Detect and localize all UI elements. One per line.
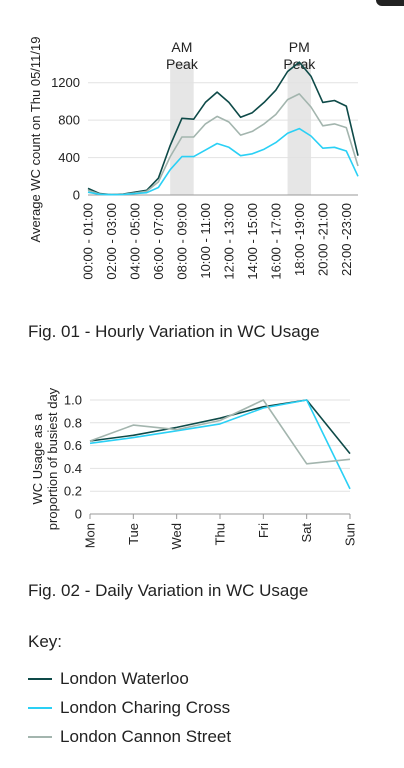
x-tick-label: Fri <box>256 523 271 538</box>
x-tick-label: Thu <box>213 523 228 545</box>
legend-item-charing-cross: London Charing Cross <box>28 693 231 722</box>
y-tick-label: 1200 <box>51 75 80 90</box>
y-tick-label: 0.4 <box>64 461 82 476</box>
y-tick-label: 400 <box>58 150 80 165</box>
x-tick-label: Wed <box>169 523 184 550</box>
x-tick-label: 12:00 - 13:00 <box>221 203 236 280</box>
legend-swatch <box>28 706 52 709</box>
y-tick-label: 1.0 <box>64 393 82 408</box>
series-line-london-charing-cross <box>87 127 359 196</box>
series-line-london-waterloo <box>87 61 359 196</box>
y-tick-label: 800 <box>58 113 80 128</box>
key-title: Key: <box>28 632 63 651</box>
x-tick-label: 16:00 - 17:00 <box>268 203 283 280</box>
x-tick-label: Sat <box>299 523 314 543</box>
daily-usage-chart: 0 0.2 0.4 0.6 0.8 1.0 Mon Tue Wed Thu Fri Sat Sun WC … <box>30 387 358 550</box>
x-tick-label: Sun <box>343 523 358 546</box>
series-line-london-cannon-street <box>89 399 351 465</box>
window-corner-mark <box>376 0 404 6</box>
y-axis-title: Average WC count on Thu 05/11/19 <box>28 37 43 243</box>
x-tick-label: Tue <box>126 523 141 545</box>
legend-label: London Waterloo <box>60 668 189 688</box>
x-tick-label: 14:00 - 15:00 <box>245 203 260 280</box>
peak-label: PM <box>289 39 310 55</box>
x-tick-label: 18:00 -19:00 <box>292 203 307 276</box>
x-tick-label: 02:00 - 03:00 <box>104 203 119 280</box>
x-tick-label: 04:00 - 05:00 <box>127 203 142 280</box>
legend-item-cannon-street: London Cannon Street <box>28 722 231 751</box>
legend-swatch <box>28 735 52 738</box>
fig1-caption: Fig. 01 - Hourly Variation in WC Usage <box>28 322 320 341</box>
series-line-london-charing-cross <box>89 399 351 490</box>
legend-label: London Charing Cross <box>60 697 231 717</box>
x-tick-label: 00:00 - 01:00 <box>81 203 96 280</box>
x-tick-label: 20:00 -21:00 <box>315 203 330 276</box>
y-tick-label: 0 <box>75 507 82 522</box>
x-tick-label: 08:00 - 09:00 <box>174 203 189 280</box>
series-line-london-cannon-street <box>87 93 359 196</box>
x-tick-label: 10:00 - 11:00 <box>198 203 213 279</box>
legend: London Waterloo London Charing Cross Lon… <box>28 664 231 751</box>
y-tick-label: 0 <box>73 188 80 203</box>
y-tick-label: 0.6 <box>64 438 82 453</box>
peak-band <box>170 62 194 195</box>
legend-swatch <box>28 677 52 680</box>
legend-item-waterloo: London Waterloo <box>28 664 231 693</box>
y-tick-label: 0.2 <box>64 484 82 499</box>
y-axis-title: proportion of busiest day <box>45 387 60 530</box>
peak-label: Peak <box>283 56 316 72</box>
y-axis-title: WC Usage as a <box>30 413 45 505</box>
x-tick-label: 06:00 - 07:00 <box>151 203 166 280</box>
legend-label: London Cannon Street <box>60 726 232 746</box>
fig2-caption: Fig. 02 - Daily Variation in WC Usage <box>28 581 309 600</box>
x-tick-label: 22:00 -23:00 <box>339 203 354 276</box>
y-tick-label: 0.8 <box>64 415 82 430</box>
peak-label: Peak <box>166 56 199 72</box>
x-tick-label: Mon <box>83 523 98 548</box>
peak-label: AM <box>171 39 192 55</box>
